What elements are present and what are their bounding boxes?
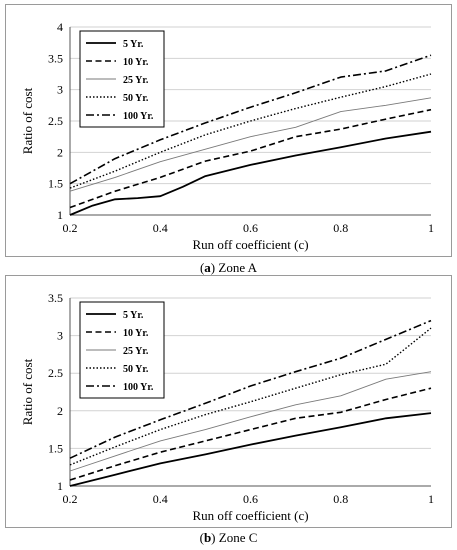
caption-tag: a: [204, 260, 211, 275]
caption-title: Zone A: [218, 260, 258, 275]
y-tick-label: 4: [57, 20, 63, 34]
series-line-5-yr: [69, 130, 432, 216]
y-tick-label: 3: [57, 329, 63, 343]
chart-panel-zone-a: 1 1.5 2 2.5 3 3.5 4 0.2 0.4 0.6 0.8 1 Run off coeffi…: [5, 4, 452, 257]
series-line-50-yr: [69, 73, 432, 189]
chart-svg-zone-a: 1 1.5 2 2.5 3 3.5 4 0.2 0.4 0.6 0.8 1 Run off coeffi…: [20, 20, 434, 252]
x-tick-label: 1: [428, 492, 434, 506]
chart-panel-zone-c: 1 1.5 2 2.5 3 3.5 0.2 0.4 0.6 0.8 1 Run off coeffic…: [5, 275, 452, 528]
x-tick-label: 0.4: [153, 492, 168, 506]
x-tick-label: 0.2: [63, 221, 78, 235]
y-tick-label: 3.5: [48, 291, 63, 305]
y-tick-label: 1.5: [48, 441, 63, 455]
x-tick-label: 0.8: [333, 221, 348, 235]
series-line-100-yr: [69, 319, 432, 459]
series-line-5-yr: [69, 412, 432, 487]
y-tick-label: 3: [57, 83, 63, 97]
series-line-100-yr: [69, 54, 432, 185]
x-tick-label: 0.6: [243, 492, 258, 506]
y-tick-label: 3.5: [48, 51, 63, 65]
chart-svg-zone-c: 1 1.5 2 2.5 3 3.5 0.2 0.4 0.6 0.8 1 Run off coeffic…: [20, 291, 434, 523]
x-axis-label: Run off coefficient (c): [192, 237, 308, 252]
x-tick-label: 0.6: [243, 221, 258, 235]
legend-label: 25 Yr.: [123, 346, 149, 357]
x-tick-label: 1: [428, 221, 434, 235]
y-tick-label: 2.5: [48, 366, 63, 380]
series-line-25-yr: [69, 97, 432, 192]
caption-title: Zone C: [218, 530, 258, 545]
legend-label: 5 Yr.: [123, 39, 144, 50]
y-axis-label: Ratio of cost: [20, 358, 35, 425]
legend-label: 10 Yr.: [123, 57, 149, 68]
legend-label: 50 Yr.: [123, 364, 149, 375]
legend-label: 25 Yr.: [123, 75, 149, 86]
y-axis-label: Ratio of cost: [20, 87, 35, 154]
x-axis-label: Run off coefficient (c): [192, 508, 308, 523]
caption-zone-c: (b) Zone C: [199, 530, 258, 545]
y-tick-label: 1: [57, 208, 63, 222]
legend-label: 10 Yr.: [123, 328, 149, 339]
y-tick-label: 1: [57, 479, 63, 493]
x-tick-label: 0.2: [63, 492, 78, 506]
x-tick-label: 0.8: [333, 492, 348, 506]
y-tick-label: 2: [57, 145, 63, 159]
caption-zone-a: (a) Zone A: [199, 260, 258, 275]
legend-label: 100 Yr.: [123, 111, 154, 122]
y-tick-label: 1.5: [48, 177, 63, 191]
x-tick-label: 0.4: [153, 221, 168, 235]
y-tick-label: 2.5: [48, 114, 63, 128]
y-tick-label: 2: [57, 404, 63, 418]
legend-label: 50 Yr.: [123, 93, 149, 104]
caption-tag: b: [203, 530, 212, 545]
legend-label: 5 Yr.: [123, 310, 144, 321]
series-line-25-yr: [69, 371, 432, 472]
legend-label: 100 Yr.: [123, 382, 154, 393]
